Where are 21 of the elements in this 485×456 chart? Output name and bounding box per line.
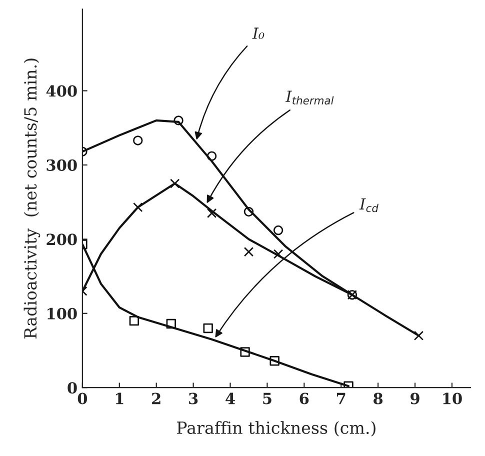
y-axis-title: Radioactivity (net counts/5 min.): [24, 58, 40, 338]
x-tick-label: 2: [152, 392, 160, 404]
y-tick-label: 400: [46, 85, 77, 97]
x-axis-title: Paraffin thickness (cm.): [177, 421, 376, 436]
x-tick-label: 8: [374, 392, 383, 404]
x-tick-label: 7: [337, 392, 346, 404]
x-tick-label: 0: [78, 392, 88, 404]
x-tick-label: 1: [116, 392, 124, 404]
x-tick-label: 6: [300, 392, 309, 404]
x-tick-label: 3: [189, 392, 198, 404]
y-tick-label: 100: [48, 308, 77, 320]
x-tick-label: 9: [410, 392, 420, 404]
y-tick-label: 0: [68, 382, 77, 394]
x-tick-label: 10: [443, 392, 462, 404]
annotation: I$_{thermal}$: [285, 90, 334, 105]
x-tick-label: 5: [263, 392, 272, 404]
x-tick-label: 4: [226, 392, 235, 404]
y-tick-label: 300: [46, 159, 77, 171]
annotation: I₀: [252, 28, 264, 39]
y-tick-label: 200: [46, 234, 77, 246]
annotation: I$_{cd}$: [359, 198, 378, 212]
